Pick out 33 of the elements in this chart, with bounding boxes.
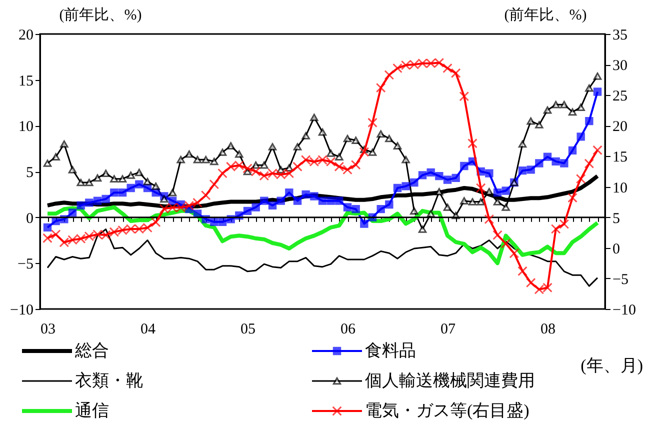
y2-tick-label: 35 [612,28,628,44]
y-tick-label: −5 [18,256,34,273]
x-tick-label: 06 [340,322,356,338]
y-tick-label: 10 [18,119,34,136]
y-tick-label: 15 [18,73,34,90]
y-tick-label: −10 [10,302,34,318]
y2-tick-label: 20 [612,119,628,136]
x-tick-label: 05 [240,322,256,338]
legend-label: 電気・ガス等(右目盛) [365,401,530,420]
y2-axis-title: (前年比、%) [504,6,587,24]
x-tick-label: 07 [440,322,456,338]
y-tick-label: 5 [26,165,34,181]
x-axis-title: (年、月) [580,356,643,375]
x-tick-label: 08 [540,322,556,338]
y2-tick-label: −5 [612,272,628,288]
y2-tick-label: 0 [612,241,620,258]
y-tick-label: 0 [26,210,34,227]
line-series [46,228,598,287]
legend-label: 衣類・靴 [75,371,143,390]
legend-label: 総合 [74,341,109,360]
x-tick-label: 03 [40,322,56,338]
legend-label: 個人輸送機械関連費用 [365,371,535,390]
y-axis-title: (前年比、%) [59,6,142,24]
legend-label: 食料品 [365,341,416,360]
y2-tick-label: 15 [612,150,628,166]
x-tick-label: 04 [140,322,156,338]
y2-tick-label: 30 [612,58,628,74]
y2-tick-label: −10 [612,302,636,318]
y2-tick-label: 5 [612,210,620,227]
legend-label: 通信 [75,401,109,420]
y2-tick-label: 25 [612,88,628,105]
y2-tick-label: 10 [612,180,628,196]
y-tick-label: 20 [18,28,34,44]
